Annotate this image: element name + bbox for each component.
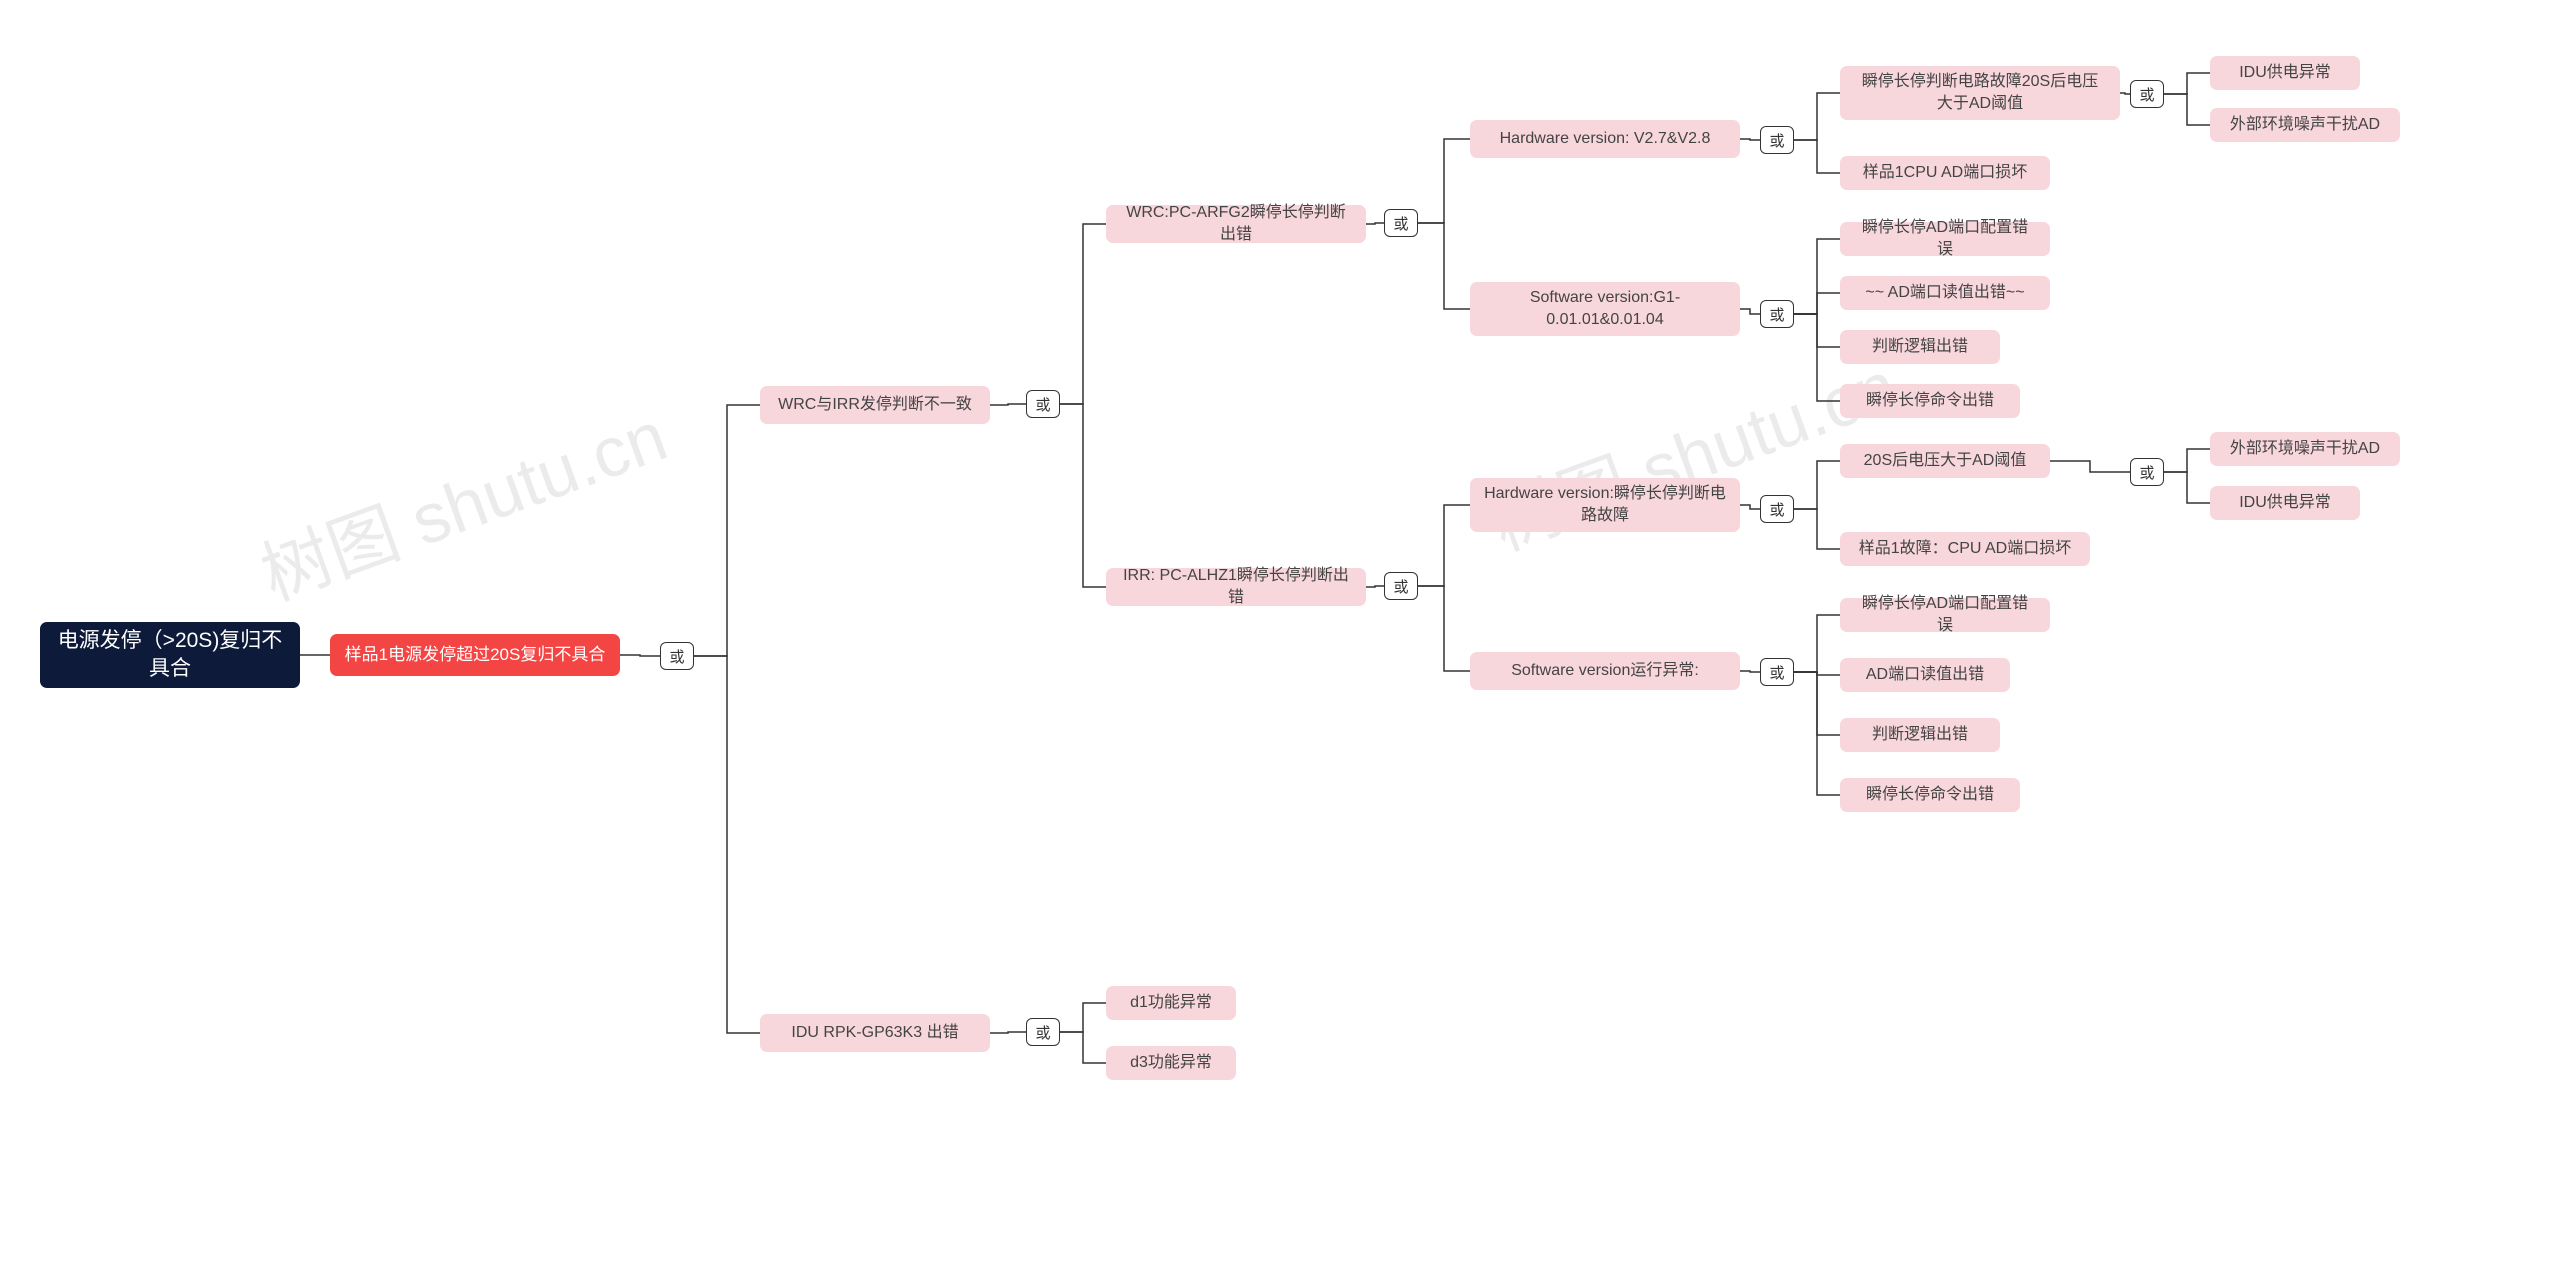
or-gate: 或: [2130, 458, 2164, 486]
edge: [1366, 223, 1384, 224]
or-gate: 或: [1760, 495, 1794, 523]
edge: [1794, 314, 1840, 401]
edge: [1740, 139, 1760, 140]
or-gate: 或: [1026, 390, 1060, 418]
edge: [1794, 509, 1840, 549]
edge: [1794, 314, 1840, 347]
branch-node: IDU供电异常: [2210, 56, 2360, 90]
edge: [694, 656, 760, 1033]
edge: [1794, 293, 1840, 314]
or-gate: 或: [1384, 572, 1418, 600]
or-gate: 或: [1026, 1018, 1060, 1046]
branch-node: d3功能异常: [1106, 1046, 1236, 1080]
edge: [990, 1032, 1026, 1033]
branch-node: 瞬停长停AD端口配置错误: [1840, 598, 2050, 632]
branch-node: Software version:G1-0.01.01&0.01.04: [1470, 282, 1740, 336]
branch-node: 外部环境噪声干扰AD: [2210, 432, 2400, 466]
edge: [1794, 93, 1840, 140]
branch-node: AD端口读值出错: [1840, 658, 2010, 692]
edge: [694, 405, 760, 656]
edge: [2164, 73, 2210, 94]
branch-node: WRC:PC-ARFG2瞬停长停判断出错: [1106, 205, 1366, 243]
branch-node: 20S后电压大于AD阈值: [1840, 444, 2050, 478]
edge: [1418, 586, 1470, 671]
cause-node: 样品1电源发停超过20S复归不具合: [330, 634, 620, 676]
edge: [1794, 672, 1840, 735]
edge: [1794, 672, 1840, 795]
or-gate: 或: [660, 642, 694, 670]
or-gate: 或: [1760, 658, 1794, 686]
branch-node: IRR: PC-ALHZ1瞬停长停判断出错: [1106, 568, 1366, 606]
branch-node: WRC与IRR发停判断不一致: [760, 386, 990, 424]
branch-node: 瞬停长停判断电路故障20S后电压大于AD阈值: [1840, 66, 2120, 120]
edge: [1418, 505, 1470, 586]
or-gate: 或: [1760, 126, 1794, 154]
branch-node: 瞬停长停AD端口配置错误: [1840, 222, 2050, 256]
edge: [990, 404, 1026, 405]
edge: [1060, 224, 1106, 404]
branch-node: 判断逻辑出错: [1840, 718, 2000, 752]
branch-node: Hardware version:瞬停长停判断电路故障: [1470, 478, 1740, 532]
edge: [1740, 505, 1760, 509]
edge: [2050, 461, 2130, 472]
edge: [1366, 586, 1384, 587]
edge: [1794, 672, 1840, 675]
edge: [1418, 223, 1470, 309]
edge: [1060, 1032, 1106, 1063]
branch-node: IDU供电异常: [2210, 486, 2360, 520]
branch-node: 样品1故障：CPU AD端口损坏: [1840, 532, 2090, 566]
branch-node: 样品1CPU AD端口损坏: [1840, 156, 2050, 190]
edge: [2120, 93, 2130, 94]
branch-node: Hardware version: V2.7&V2.8: [1470, 120, 1740, 158]
branch-node: 瞬停长停命令出错: [1840, 778, 2020, 812]
edge: [620, 655, 660, 656]
edge: [1060, 404, 1106, 587]
edge: [2164, 472, 2210, 503]
watermark: 树图 shutu.cn: [246, 381, 679, 621]
edge: [1794, 461, 1840, 509]
or-gate: 或: [1384, 209, 1418, 237]
or-gate: 或: [2130, 80, 2164, 108]
root-node: 电源发停（>20S)复归不具合: [40, 622, 300, 688]
branch-node: 外部环境噪声干扰AD: [2210, 108, 2400, 142]
branch-node: Software version运行异常:: [1470, 652, 1740, 690]
branch-node: 瞬停长停命令出错: [1840, 384, 2020, 418]
branch-node: ~~ AD端口读值出错~~: [1840, 276, 2050, 310]
edge: [1740, 309, 1760, 314]
edge: [1418, 139, 1470, 223]
or-gate: 或: [1760, 300, 1794, 328]
branch-node: IDU RPK-GP63K3 出错: [760, 1014, 990, 1052]
branch-node: 判断逻辑出错: [1840, 330, 2000, 364]
edge: [1794, 140, 1840, 173]
edge: [1060, 1003, 1106, 1032]
branch-node: d1功能异常: [1106, 986, 1236, 1020]
edge: [1794, 615, 1840, 672]
edge: [2164, 449, 2210, 472]
edge: [2164, 94, 2210, 125]
edge: [1740, 671, 1760, 672]
edge: [1794, 239, 1840, 314]
